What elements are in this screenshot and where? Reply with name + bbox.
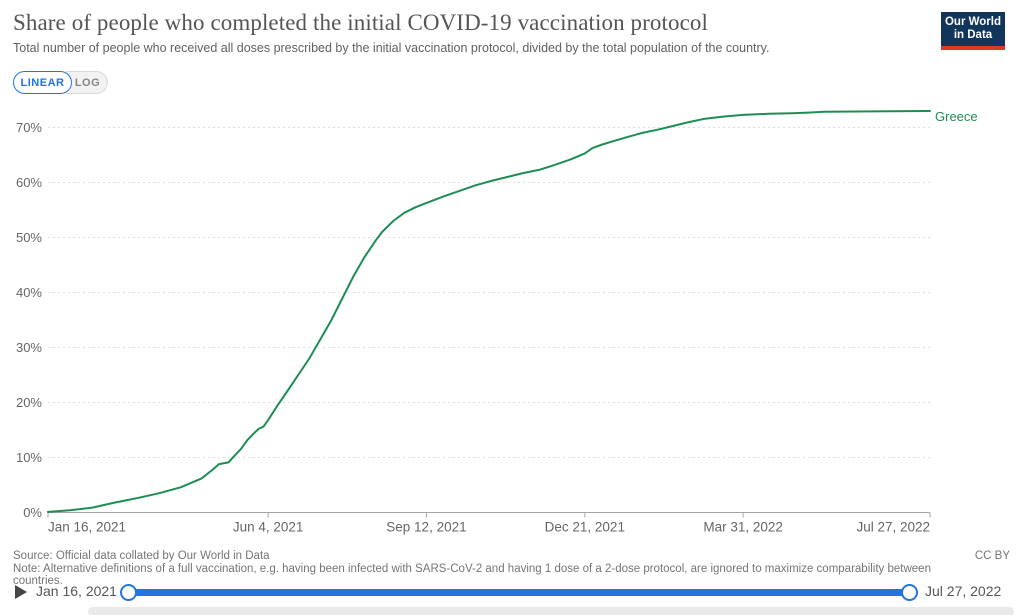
timeline-end-handle[interactable] <box>901 583 918 601</box>
y-axis-label: 40% <box>16 285 42 300</box>
x-axis-label: Jan 16, 2021 <box>48 520 126 535</box>
y-axis-label: 30% <box>16 340 42 355</box>
series-line-greece[interactable] <box>47 110 931 513</box>
note-text: Note: Alternative definitions of a full … <box>13 563 931 587</box>
y-axis-label: 50% <box>16 230 42 245</box>
log-scale-button[interactable]: LOG <box>66 71 108 94</box>
series-label-greece: Greece <box>935 109 978 124</box>
linear-scale-button[interactable]: LINEAR <box>13 71 72 94</box>
page-title: Share of people who completed the initia… <box>13 10 708 35</box>
license-link[interactable]: CC BY <box>974 550 1010 562</box>
owid-logo[interactable]: Our World in Data <box>941 12 1005 50</box>
timeline-control: Jan 16, 2021 Jul 27, 2022 <box>0 578 1017 606</box>
x-axis-label: Dec 21, 2021 <box>545 520 625 535</box>
chart-subtitle: Total number of people who received all … <box>13 41 770 55</box>
source-text: Source: Official data collated by Our Wo… <box>13 550 270 562</box>
horizontal-scrollbar[interactable] <box>88 607 1014 615</box>
y-axis-label: 70% <box>16 120 42 135</box>
y-axis-label: 60% <box>16 175 42 190</box>
y-axis-label: 0% <box>23 505 42 520</box>
owid-logo-line2: in Data <box>953 29 993 41</box>
scale-toggle: LINEAR LOG <box>13 71 108 94</box>
owid-logo-line1: Our World <box>944 16 1001 28</box>
timeline-start-date: Jan 16, 2021 <box>36 583 117 599</box>
timeline-end-date: Jul 27, 2022 <box>925 583 1002 599</box>
y-axis-label: 20% <box>16 395 42 410</box>
x-axis-label: Mar 31, 2022 <box>703 520 783 535</box>
timeline-start-handle[interactable] <box>120 583 137 601</box>
x-axis-label: Jun 4, 2021 <box>233 520 304 535</box>
x-axis-label: Jul 27, 2022 <box>856 520 930 535</box>
timeline-track[interactable] <box>129 588 910 596</box>
y-axis-label: 10% <box>16 450 42 465</box>
play-icon[interactable] <box>15 585 27 599</box>
x-axis-label: Sep 12, 2021 <box>386 520 466 535</box>
line-chart: 0% 10% 20% 30% 40% 50% 60% 70% Jan 16, 2021 Jun 4… <box>16 109 978 535</box>
